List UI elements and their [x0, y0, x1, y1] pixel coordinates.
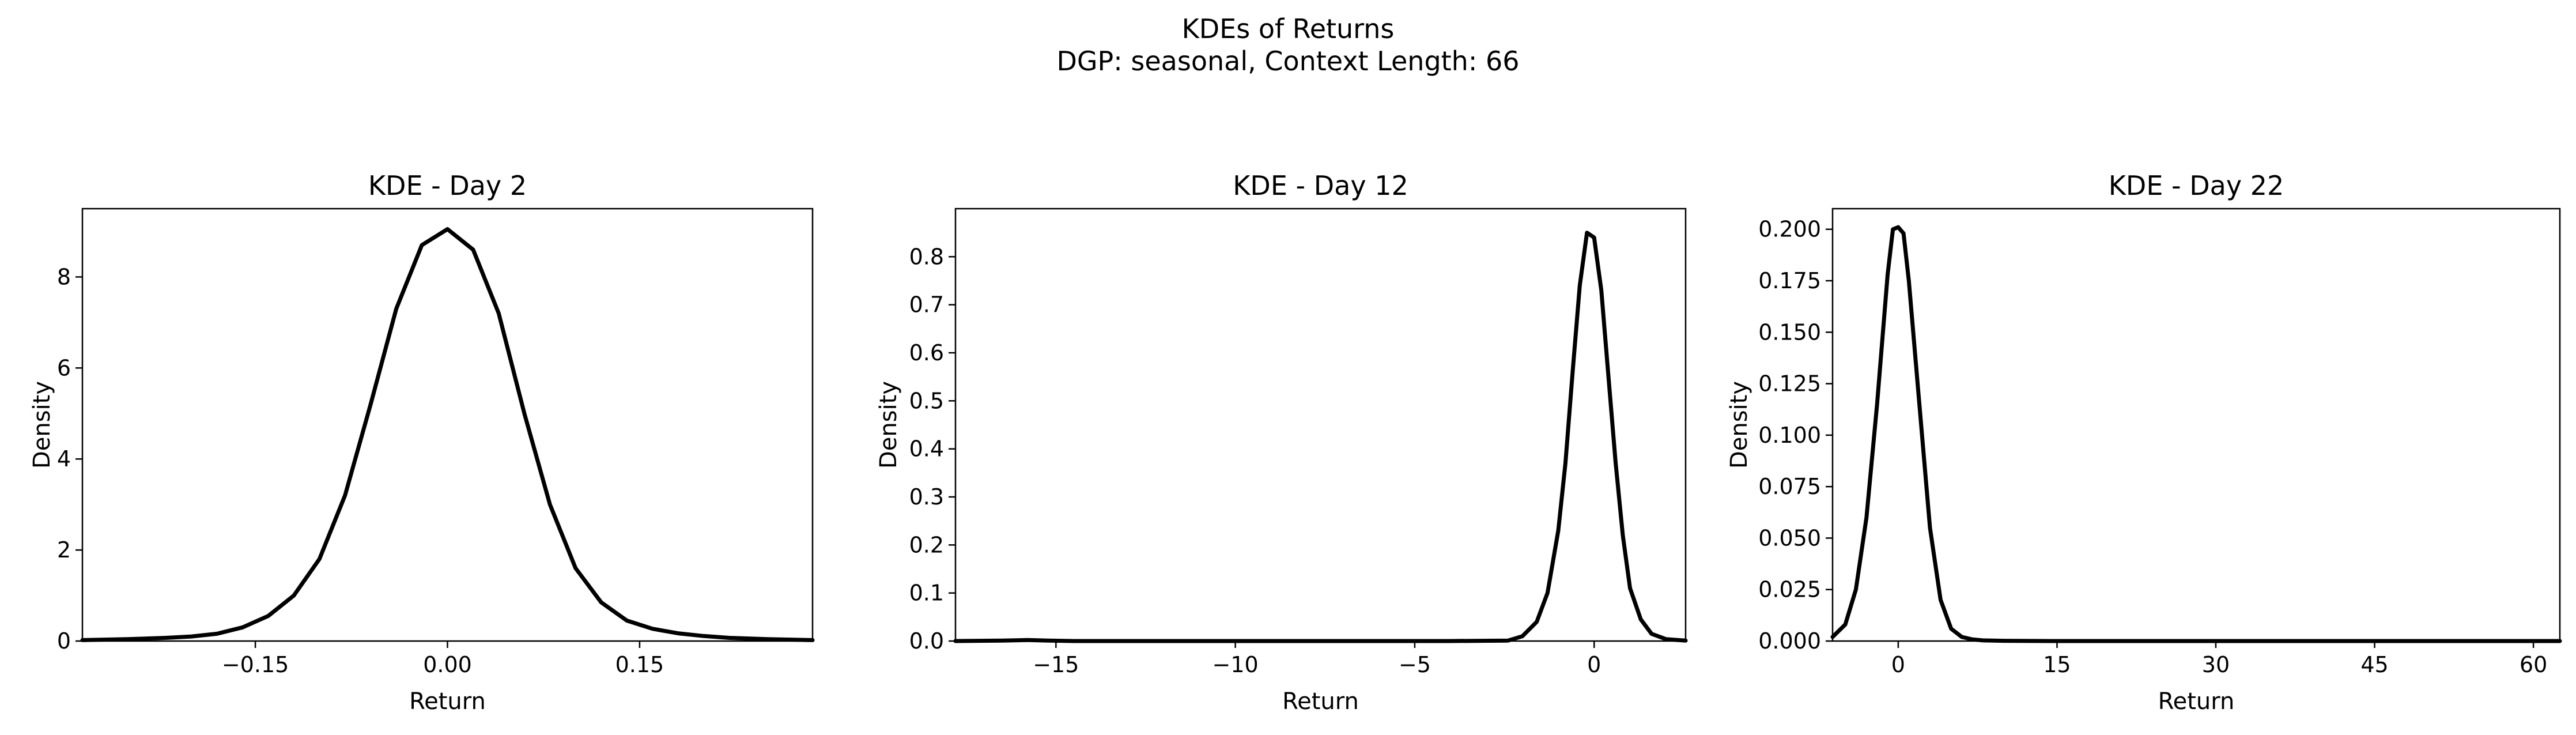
x-tick-label: −0.15: [222, 652, 289, 677]
y-tick-label: 0.150: [1758, 319, 1821, 345]
y-axis-label: Density: [1726, 381, 1752, 469]
y-tick-label: 0.2: [909, 532, 944, 557]
chart-panel-3: 0 15 30 45 60 0.000 0.025 0.050 0.075 0.100 0.125 0…: [1726, 170, 2562, 715]
x-tick-label: 0.15: [615, 652, 664, 677]
x-tick-label: 0.00: [423, 652, 472, 677]
y-tick-label: 0.6: [909, 340, 944, 365]
x-axis-label: Return: [409, 688, 486, 715]
x-axis-label: Return: [2158, 688, 2235, 715]
y-tick-label: 0.5: [909, 388, 944, 413]
y-tick-label: 0.3: [909, 484, 944, 510]
x-tick-label: −5: [1399, 652, 1431, 677]
figure-title-line1: KDEs of Returns: [1182, 13, 1395, 44]
x-tick-label: 60: [2520, 652, 2547, 677]
figure-title-line2: DGP: seasonal, Context Length: 66: [1056, 46, 1519, 77]
y-tick-label: 0: [57, 628, 71, 654]
chart-panel-2: −15 −10 −5 0 0.0 0.1 0.2 0.3 0.4 0.5 0.6 0.7 0.8 KDE …: [875, 170, 1688, 715]
x-tick-label: 0: [1587, 652, 1601, 677]
chart-title: KDE - Day 2: [368, 170, 527, 201]
y-tick-label: 0.7: [909, 292, 944, 318]
chart-panel-1: −0.15 0.00 0.15 0 2 4 6 8 KDE - Day 2 Return Densi…: [29, 170, 815, 715]
y-tick-label: 0.100: [1758, 423, 1821, 448]
y-axis-label: Density: [875, 381, 902, 469]
chart-title: KDE - Day 12: [1233, 170, 1408, 201]
y-tick-label: 4: [57, 446, 71, 472]
y-tick-label: 0.025: [1758, 577, 1821, 602]
chart-title: KDE - Day 22: [2109, 170, 2284, 201]
y-tick-label: 6: [57, 355, 71, 380]
y-tick-label: 0.050: [1758, 525, 1821, 551]
axes-frame: [954, 208, 1687, 642]
kde-line-series-1: [80, 227, 815, 642]
y-tick-label: 0.4: [909, 436, 944, 462]
y-tick-label: 8: [57, 264, 71, 289]
y-tick-label: 0.200: [1758, 217, 1821, 242]
x-axis-label: Return: [1282, 688, 1359, 715]
y-tick-label: 0.8: [909, 244, 944, 269]
y-tick-label: 0.075: [1758, 474, 1821, 499]
y-tick-label: 0.175: [1758, 268, 1821, 293]
y-tick-label: 0.125: [1758, 371, 1821, 397]
axes-frame: [1831, 208, 2561, 642]
y-tick-label: 0.1: [909, 581, 944, 606]
x-tick-label: −10: [1213, 652, 1259, 677]
x-tick-label: 15: [2043, 652, 2071, 677]
y-tick-label: 0.000: [1758, 628, 1821, 654]
y-tick-label: 2: [57, 537, 71, 563]
x-tick-label: 30: [2202, 652, 2230, 677]
y-axis-label: Density: [29, 381, 55, 469]
y-tick-label: 0.0: [909, 628, 944, 654]
x-tick-label: −15: [1033, 652, 1079, 677]
x-tick-label: 0: [1891, 652, 1905, 677]
x-tick-label: 45: [2360, 652, 2388, 677]
